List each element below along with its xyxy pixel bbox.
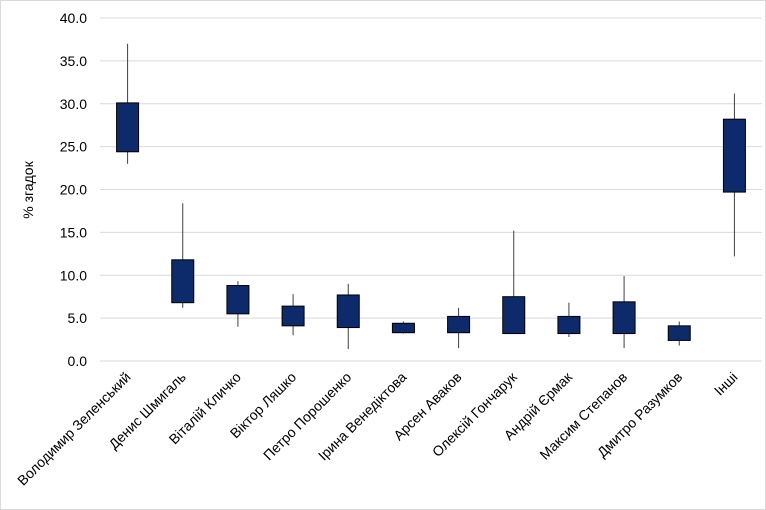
- y-tick-label: 0.0: [68, 353, 88, 369]
- candle-box: [612, 301, 636, 335]
- y-tick-label: 35.0: [60, 53, 87, 69]
- candle-box: [281, 305, 305, 327]
- candle-box: [336, 294, 360, 329]
- y-tick-label: 15.0: [60, 224, 87, 240]
- candle-box: [116, 102, 140, 153]
- candle-box: [667, 325, 691, 341]
- y-tick-label: 25.0: [60, 139, 87, 155]
- y-tick-label: 10.0: [60, 267, 87, 283]
- candle-box: [447, 315, 471, 334]
- x-tick-label: Інші: [711, 369, 741, 399]
- y-tick-label: 40.0: [60, 10, 87, 26]
- y-tick-label: 20.0: [60, 182, 87, 198]
- candle-box: [722, 118, 746, 193]
- candle-box: [171, 259, 195, 304]
- candle-box: [557, 315, 581, 335]
- data-marks: [116, 43, 746, 349]
- gridlines: [100, 17, 762, 362]
- candle-box: [226, 285, 250, 315]
- candle-box: [391, 322, 415, 334]
- y-tick-label: 5.0: [68, 310, 88, 326]
- y-tick-label: 30.0: [60, 96, 87, 112]
- y-tick-labels: 0.0 5.0 10.0 15.0 20.0 25.0 30.0 35.0 40.0: [60, 10, 87, 369]
- candle-box: [502, 296, 526, 335]
- x-tick-label: Володимир Зеленський: [14, 369, 134, 489]
- y-axis-title: % згадок: [20, 160, 36, 218]
